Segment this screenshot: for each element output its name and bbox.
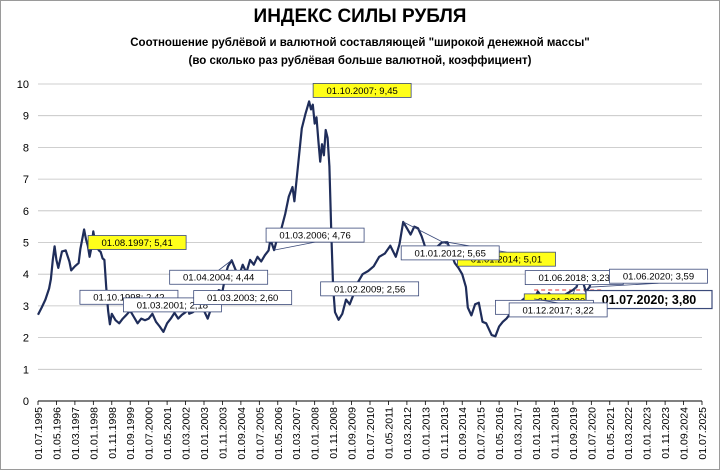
x-tick-label: 01.03.2022 <box>623 407 635 460</box>
y-tick-label: 8 <box>23 142 29 154</box>
annotation-callout: 01.10.2007; 9,45 <box>312 83 412 98</box>
x-tick-label: 01.11.2008 <box>328 407 340 459</box>
x-tick-label: 01.09.2014 <box>457 407 469 460</box>
callout-leader <box>274 241 316 251</box>
gridlines <box>38 83 702 370</box>
x-tick-label: 01.01.2013 <box>420 407 432 460</box>
callout-label: 01.07.2020; 3,80 <box>602 293 697 307</box>
y-tick-label: 10 <box>17 79 29 91</box>
y-tick-label: 1 <box>23 364 29 376</box>
callout-box <box>265 227 365 243</box>
x-tick-label: 01.01.2018 <box>531 407 543 460</box>
x-tick-label: 01.09.2019 <box>568 407 580 460</box>
annotation-callout: 01.12.2017; 3,22 <box>508 298 608 318</box>
x-tick-label: 01.09.2024 <box>679 407 691 460</box>
callout-label: 01.04.2004; 4,44 <box>183 273 254 284</box>
x-tick-label: 01.07.2020 <box>586 407 598 460</box>
x-tick-label: 01.07.2010 <box>365 407 377 460</box>
x-tick-label: 01.03.2012 <box>402 407 414 460</box>
x-tick-label: 01.11.2023 <box>660 407 672 459</box>
x-tick-label: 01.11.2013 <box>439 407 451 459</box>
annotation-callout: 01.04.2004; 4,44 <box>169 259 269 285</box>
callout-box <box>400 245 500 261</box>
callout-label: 01.03.2003; 2,60 <box>207 293 278 304</box>
y-tick-label: 3 <box>23 301 29 313</box>
x-tick-label: 01.03.2002 <box>181 407 193 460</box>
chart-subtitle-2: (во сколько раз рублёвая больше валютной… <box>188 55 532 67</box>
y-tick-label: 7 <box>23 174 29 186</box>
x-tick-label: 01.05.2001 <box>162 407 174 460</box>
annotation-callout: 01.02.2009; 2,56 <box>320 281 420 297</box>
callout-box <box>320 281 420 297</box>
x-tick-label: 01.07.2025 <box>697 407 709 460</box>
y-tick-label: 6 <box>23 206 29 218</box>
x-tick-label: 01.05.2011 <box>383 407 395 459</box>
x-tick-label: 01.01.2023 <box>642 407 654 460</box>
callout-label: 01.03.2006; 4,76 <box>279 231 350 242</box>
callout-label: 01.01.2014; 5,01 <box>471 255 542 266</box>
callout-leader <box>534 298 559 304</box>
callout-box <box>508 302 608 318</box>
x-tick-label: 01.09.2004 <box>236 407 248 460</box>
annotation-callout: 01.06.2018; 3,23 <box>524 270 624 286</box>
callout-box <box>193 290 293 305</box>
x-tick-label: 01.05.2016 <box>494 407 506 460</box>
x-tick-label: 01.05.2006 <box>273 407 285 460</box>
callout-leader <box>403 221 451 247</box>
x-tick-label: 01.03.1997 <box>70 407 82 460</box>
annotation-callout: 01.07.2020; 3,80 <box>585 289 713 310</box>
annotation-callout: 01.03.2006; 4,76 <box>265 227 365 251</box>
x-tick-label: 01.11.1998 <box>107 407 119 459</box>
x-tick-label: 01.03.2017 <box>513 407 525 460</box>
callout-label: 01.03.2001; 2,18 <box>137 300 208 311</box>
callout-label: 01.06.2020; 3,59 <box>623 272 694 283</box>
x-tick-label: 01.07.2015 <box>476 407 488 460</box>
series-line <box>37 100 593 338</box>
callout-label: 01.08.1997; 5,41 <box>101 238 172 249</box>
x-tick-label: 01.09.2009 <box>347 407 359 460</box>
x-tick-label: 01.05.2021 <box>605 407 617 460</box>
callout-box <box>312 83 412 98</box>
x-tick-label: 01.01.2008 <box>310 407 322 460</box>
callout-label: 01.10.2007; 9,45 <box>326 86 397 97</box>
x-tick-label: 01.11.2003 <box>217 407 229 459</box>
series-layer <box>37 100 593 338</box>
x-tick-label: 01.09.1999 <box>125 407 137 460</box>
x-tick-label: 01.11.2018 <box>549 407 561 459</box>
x-tick-label: 01.05.1996 <box>51 407 63 460</box>
callout-label: 01.01.2012; 5,65 <box>415 248 486 259</box>
x-tick-label: 01.07.1995 <box>33 407 45 460</box>
callout-box <box>585 289 713 310</box>
x-tick-label: 01.01.1998 <box>88 407 100 460</box>
callout-box <box>169 269 269 285</box>
x-tick-label: 01.01.2003 <box>199 407 211 460</box>
chart-subtitle: Соотношение рублёвой и валютной составля… <box>130 37 590 49</box>
annotation-callout: 01.06.2020; 3,59 <box>589 268 708 288</box>
annotation-callout: 01.03.2003; 2,60 <box>193 290 293 305</box>
callout-leader <box>218 259 232 271</box>
x-tick-label: 01.07.2005 <box>254 407 266 460</box>
y-tick-label: 4 <box>23 269 29 281</box>
callout-box <box>87 235 187 250</box>
annotations: 01.08.1997; 5,41 01.10.2007; 9,45 01.01.20… <box>79 83 713 318</box>
y-tick-label: 5 <box>23 238 29 250</box>
y-tick-label: 2 <box>23 333 29 345</box>
axes: 0 1 2 3 4 5 6 7 8 9 10 01.07.1995 01.05.1996 01.03.19… <box>17 79 709 460</box>
y-tick-label: 9 <box>23 111 29 123</box>
x-tick-label: 01.03.2007 <box>291 407 303 460</box>
callout-label: 01.12.2017; 3,22 <box>522 305 593 316</box>
callout-label: 01.06.2018; 3,23 <box>539 273 610 284</box>
x-tick-label: 01.07.2000 <box>144 407 156 460</box>
annotation-callout: 01.01.2012; 5,65 <box>400 221 500 261</box>
chart-title: ИНДЕКС СИЛЫ РУБЛЯ <box>253 6 467 27</box>
callout-label: 01.02.2009; 2,56 <box>334 284 405 295</box>
y-tick-label: 0 <box>23 396 29 408</box>
callout-box <box>609 268 708 284</box>
callout-leader <box>589 282 659 288</box>
annotation-callout: 01.08.1997; 5,41 <box>87 235 187 250</box>
